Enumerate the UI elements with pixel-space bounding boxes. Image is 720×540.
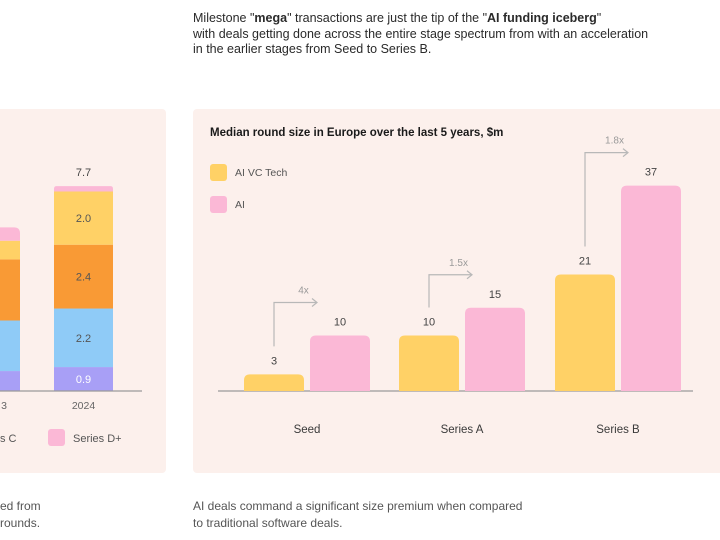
stack-segment-2024 <box>54 191 113 245</box>
cut-bar-segment <box>0 259 20 321</box>
year-label-cut: 3 <box>1 400 7 412</box>
bar-seed-ai-vc-tech <box>244 374 304 391</box>
legend-label-ai-vc-tech: AI VC Tech <box>235 167 287 179</box>
value-label: 37 <box>645 167 657 179</box>
right-footnote-line-1: AI deals command a significant size prem… <box>193 499 523 513</box>
intro-text: Milestone "mega" transactions are just t… <box>193 11 713 58</box>
year-label-2024: 2024 <box>72 400 96 412</box>
multiplier-arrow <box>584 152 628 247</box>
arrow-head <box>622 148 629 158</box>
median-round-chart-svg: Median round size in Europe over the las… <box>210 127 693 436</box>
stacked-chart-panel: 3 0.9 2.2 2.4 2.0 7.7 2024 s C Series D+ <box>0 109 166 473</box>
intro-line-1-middle: " transactions are just the tip of the " <box>287 11 488 25</box>
bar-series-a-ai <box>465 307 525 391</box>
left-footnote-line-2: rounds. <box>0 516 41 530</box>
left-footnote: ed from rounds. <box>0 498 160 532</box>
intro-bold-iceberg: AI funding iceberg <box>487 11 597 25</box>
bar-series-a-ai-vc-tech <box>399 335 459 391</box>
category-label-series-a: Series A <box>441 424 484 436</box>
stack-value-label: 2.0 <box>76 213 91 225</box>
multiplier-label: 1.8x <box>605 136 624 147</box>
multiplier-arrow <box>273 301 317 347</box>
value-label: 10 <box>334 317 346 329</box>
bar-seed-ai <box>310 335 370 391</box>
bar-series-b-ai <box>621 185 681 391</box>
category-label-seed: Seed <box>294 424 321 436</box>
right-footnote-line-2: to traditional software deals. <box>193 516 343 530</box>
intro-line-1: Milestone "mega" transactions are just t… <box>193 11 713 27</box>
intro-line-1-end: " <box>596 11 602 25</box>
chart-title: Median round size in Europe over the las… <box>210 127 503 139</box>
stack-segment-2024-top <box>54 186 113 192</box>
median-round-chart-panel: Median round size in Europe over the las… <box>193 109 720 473</box>
stack-segment-2024 <box>54 244 113 309</box>
cut-bar-segment <box>0 227 20 241</box>
value-label: 10 <box>423 317 435 329</box>
legend-swatch-series-d <box>48 429 65 446</box>
stack-segment-2024 <box>54 308 113 368</box>
left-footnote-line-1: ed from <box>0 499 41 513</box>
value-label: 21 <box>579 255 591 267</box>
multiplier-label: 1.5x <box>449 258 468 269</box>
stack-segment-2024 <box>54 367 113 391</box>
arrow-head <box>311 298 318 307</box>
cut-bar-segment <box>0 371 20 391</box>
multiplier-arrow <box>428 274 472 308</box>
cut-bar-segment <box>0 320 20 372</box>
right-footnote: AI deals command a significant size prem… <box>193 498 593 532</box>
legend-label-series-d: Series D+ <box>73 433 122 445</box>
intro-bold-mega: mega <box>254 11 288 25</box>
cut-bar-segment <box>0 240 20 260</box>
category-label-series-b: Series B <box>596 424 640 436</box>
stack-value-label: 0.9 <box>76 374 91 386</box>
stack-total-label: 7.7 <box>76 167 91 179</box>
arrow-head <box>466 270 473 280</box>
legend-swatch-ai <box>210 196 227 213</box>
value-label: 3 <box>271 355 277 367</box>
intro-line-1-start: Milestone " <box>193 11 255 25</box>
bar-series-b-ai-vc-tech <box>555 274 615 391</box>
stack-value-label: 2.2 <box>76 333 91 345</box>
intro-line-2: with deals getting done across the entir… <box>193 26 649 41</box>
multiplier-label: 4x <box>298 286 309 297</box>
stack-value-label: 2.4 <box>76 272 91 284</box>
legend-swatch-ai-vc-tech <box>210 164 227 181</box>
stacked-chart-svg: 3 0.9 2.2 2.4 2.0 7.7 2024 s C Series D+ <box>0 167 142 446</box>
value-label: 15 <box>489 289 501 301</box>
legend-label-series-c: s C <box>0 433 17 445</box>
legend-label-ai: AI <box>235 199 245 211</box>
intro-line-3: in the earlier stages from Seed to Serie… <box>193 42 432 56</box>
